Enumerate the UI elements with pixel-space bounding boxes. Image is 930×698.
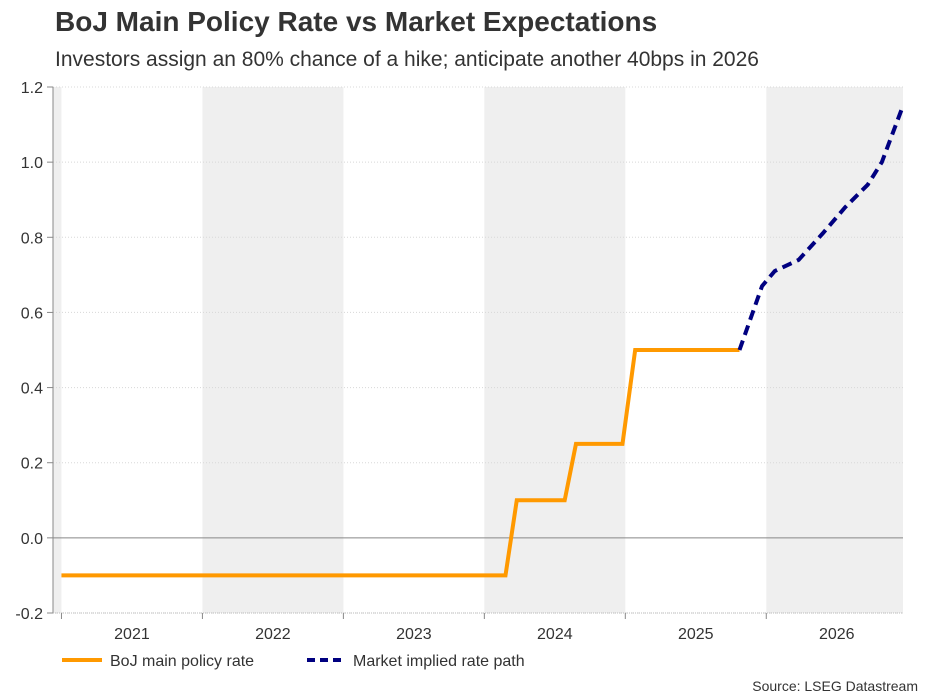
chart-subtitle: Investors assign an 80% chance of a hike… bbox=[55, 48, 759, 71]
legend-label-market: Market implied rate path bbox=[353, 653, 525, 670]
y-tick-label: 0.2 bbox=[21, 456, 43, 473]
x-tick-label: 2025 bbox=[678, 626, 714, 643]
x-tick-label: 2023 bbox=[396, 626, 432, 643]
chart-title: BoJ Main Policy Rate vs Market Expectati… bbox=[55, 6, 658, 37]
y-tick-label: 0.6 bbox=[21, 305, 43, 322]
market-path-line bbox=[737, 105, 905, 351]
y-tick-label: 1.2 bbox=[21, 80, 43, 97]
y-tick-label: 0.0 bbox=[21, 531, 43, 548]
y-tick-label: -0.2 bbox=[15, 606, 43, 623]
x-tick-label: 2022 bbox=[255, 626, 291, 643]
policy-rate-line bbox=[61, 348, 740, 578]
legend-label-policy: BoJ main policy rate bbox=[110, 653, 254, 670]
year-band bbox=[484, 87, 626, 613]
year-band bbox=[766, 87, 903, 613]
source-note: Source: LSEG Datastream bbox=[752, 678, 918, 694]
year-band bbox=[202, 87, 344, 613]
x-tick-label: 2026 bbox=[819, 626, 855, 643]
year-band bbox=[53, 87, 62, 613]
y-tick-label: 1.0 bbox=[21, 155, 43, 172]
y-tick-label: 0.8 bbox=[21, 230, 43, 247]
x-tick-label: 2024 bbox=[537, 626, 573, 643]
y-tick-label: 0.4 bbox=[21, 381, 43, 398]
x-tick-label: 2021 bbox=[114, 626, 150, 643]
